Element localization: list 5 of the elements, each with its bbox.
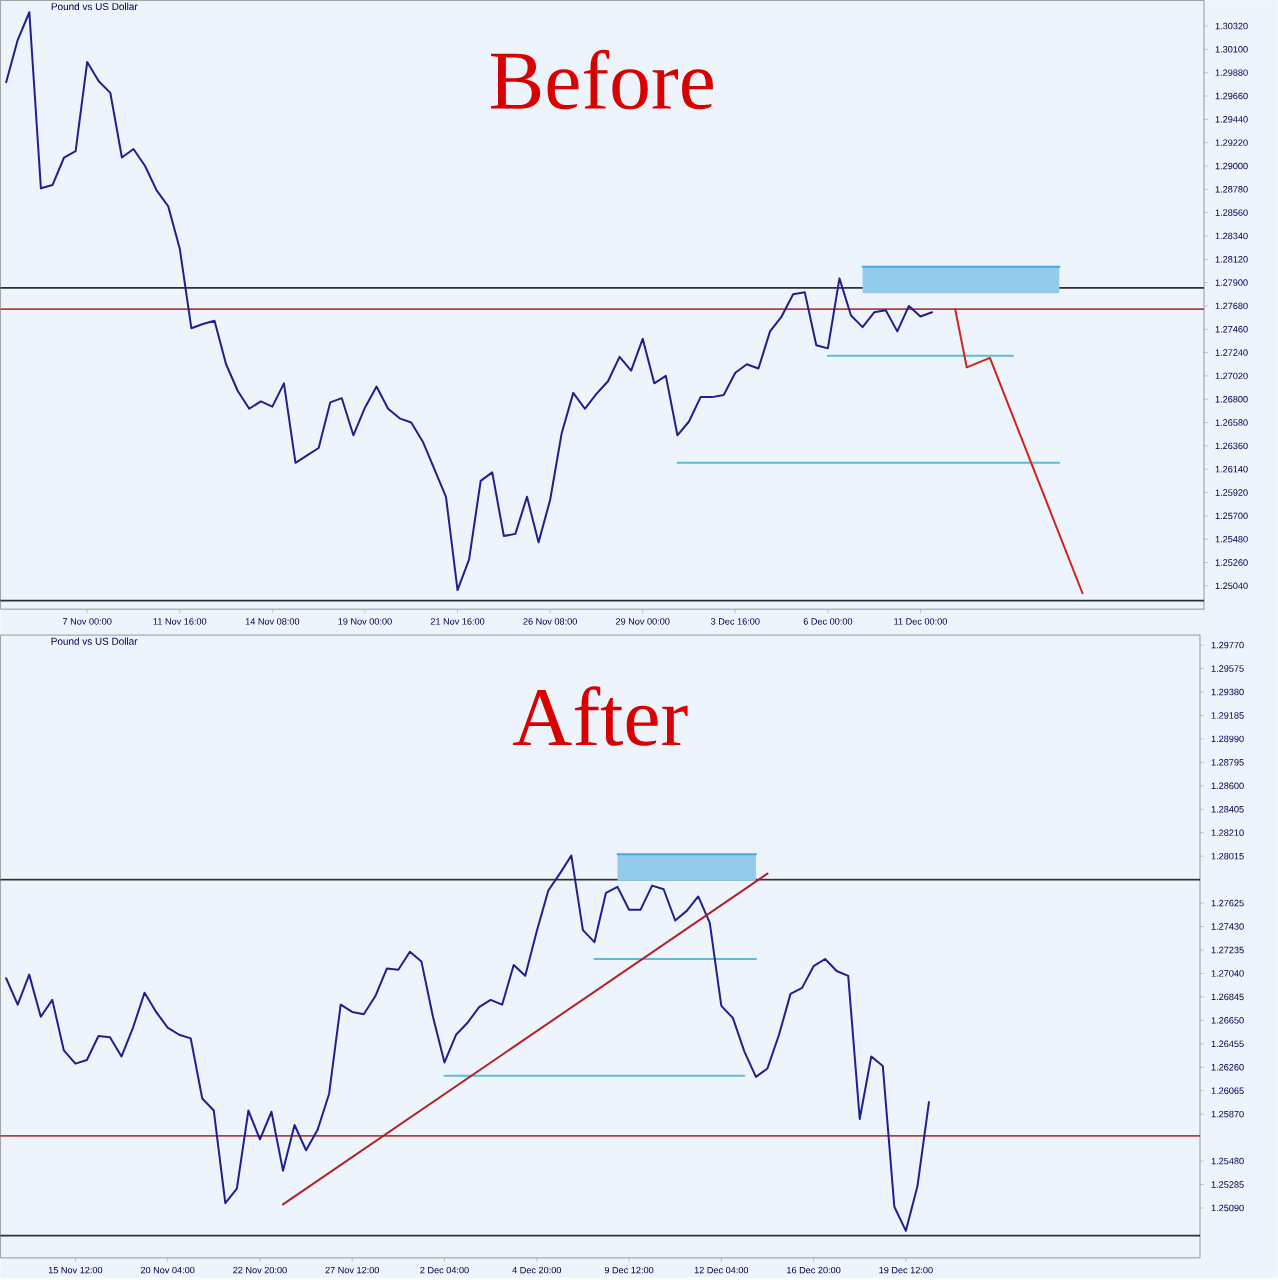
chart-title: After	[512, 686, 688, 746]
line-series	[5, 854, 931, 1232]
line-series	[5, 11, 934, 592]
line-series	[954, 308, 1084, 595]
chart-title: Before	[491, 49, 713, 110]
